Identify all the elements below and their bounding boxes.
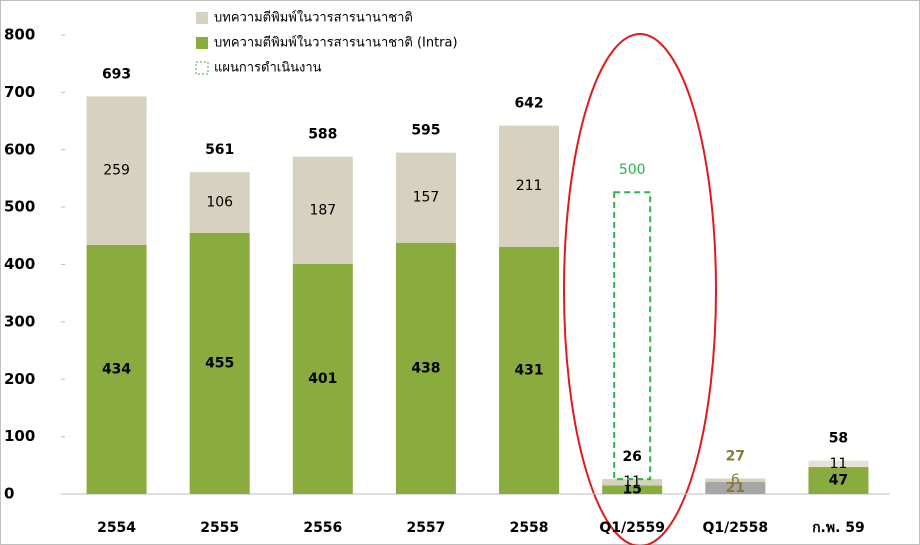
legend-swatch [195, 61, 209, 75]
segment-label: 106 [206, 195, 233, 211]
segment-label: 434 [102, 361, 131, 377]
legend-label: แผนการดำเนินงาน [214, 61, 322, 76]
plan-label: 500 [619, 162, 646, 178]
bar-segment [808, 460, 869, 468]
bar-segment [86, 244, 147, 494]
segment-label: 21 [726, 480, 745, 496]
y-tick-label: 300 [4, 312, 35, 330]
bar-segment [86, 96, 147, 245]
bar-segment [705, 481, 766, 494]
segment-label: 47 [829, 473, 848, 489]
total-label: 27 [726, 449, 745, 465]
legend-swatch [196, 37, 208, 49]
segment-label: 431 [514, 362, 543, 378]
segment-label: 11 [623, 474, 641, 490]
legend-label: บทความตีพิมพ์ในวารสารนานาชาติ [214, 10, 413, 26]
x-tick-label: 2554 [97, 520, 136, 536]
bar-segment [499, 125, 560, 247]
x-tick-label: Q1/2559 [599, 520, 665, 536]
x-tick-label: ก.พ. 59 [812, 520, 865, 536]
bar-segment [705, 478, 766, 482]
legend-label: บทความตีพิมพ์ในวารสารนานาชาติ (Intra) [214, 35, 458, 51]
y-tick-label: 500 [4, 198, 35, 216]
y-tick-label: 700 [4, 83, 35, 101]
x-tick-label: 2557 [406, 520, 445, 536]
total-label: 561 [205, 142, 234, 158]
x-tick-label: 2558 [510, 520, 549, 536]
segment-label: 401 [308, 371, 337, 387]
bar-segment [602, 485, 663, 494]
x-tick-label: Q1/2558 [702, 520, 768, 536]
bar-segment [499, 246, 560, 494]
total-label: 26 [622, 449, 641, 465]
segment-label: 6 [731, 472, 740, 488]
segment-label: 211 [516, 178, 543, 194]
bar-segment [395, 242, 456, 494]
x-tick-label: 2555 [200, 520, 239, 536]
y-tick-label: 100 [4, 427, 35, 445]
segment-label: 438 [411, 360, 440, 376]
segment-label: 455 [205, 355, 234, 371]
bar-segment [292, 263, 353, 494]
bar-segment [189, 172, 250, 233]
bar-segment [395, 152, 456, 243]
bar-segment [189, 232, 250, 494]
total-label: 58 [829, 431, 848, 447]
segment-label: 157 [413, 190, 440, 206]
bar-segment [602, 479, 663, 486]
segment-label: 11 [830, 456, 848, 472]
bar-segment [808, 467, 869, 494]
y-tick-label: 800 [4, 26, 35, 44]
total-label: 642 [514, 96, 543, 112]
legend-swatch [196, 12, 208, 24]
plan-box [613, 191, 652, 481]
total-label: 595 [411, 123, 440, 139]
highlight-ellipse [563, 33, 717, 545]
segment-label: 187 [309, 202, 336, 218]
y-tick-label: 0 [4, 485, 14, 503]
segment-label: 15 [622, 482, 641, 498]
bar-segment [292, 156, 353, 264]
y-tick-label: 200 [4, 370, 35, 388]
y-tick-label: 600 [4, 140, 35, 158]
segment-label: 259 [103, 163, 130, 179]
total-label: 588 [308, 127, 337, 143]
y-tick-label: 400 [4, 255, 35, 273]
total-label: 693 [102, 66, 131, 82]
x-tick-label: 2556 [303, 520, 342, 536]
